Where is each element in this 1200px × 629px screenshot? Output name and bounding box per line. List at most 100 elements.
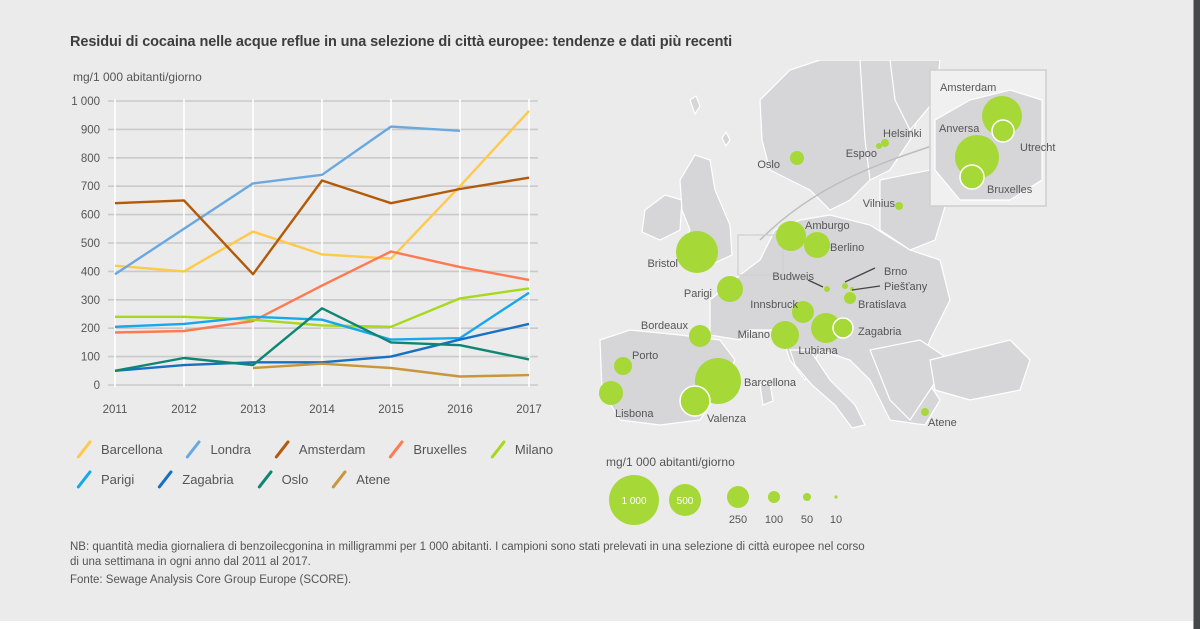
city-bubble xyxy=(790,151,804,165)
legend-item: Londra xyxy=(184,440,250,458)
city-label: Anversa xyxy=(939,123,980,135)
city-label: Valenza xyxy=(707,413,747,425)
y-tick-label: 600 xyxy=(81,210,100,222)
city-label: Bordeaux xyxy=(641,320,689,332)
size-legend-value: 250 xyxy=(729,514,747,526)
land-fragment xyxy=(721,130,731,148)
city-bubble xyxy=(842,283,848,289)
legend-swatch xyxy=(330,470,348,488)
legend-swatch xyxy=(75,470,93,488)
city-bubble xyxy=(614,357,632,375)
size-legend-bubble xyxy=(768,491,780,503)
city-bubble xyxy=(844,292,856,304)
size-legend-bubble xyxy=(803,493,811,501)
chart-title: Residui di cocaina nelle acque reflue in… xyxy=(70,34,733,50)
size-legend-bubble xyxy=(669,484,701,516)
size-legend-value: 500 xyxy=(677,496,694,507)
legend-label: Milano xyxy=(514,441,554,457)
land-italy xyxy=(789,349,866,429)
y-tick-label: 300 xyxy=(81,295,100,307)
city-bubble xyxy=(832,317,854,339)
legend-item: Barcellona xyxy=(75,440,162,458)
city-bubble xyxy=(876,143,882,149)
city-bubble xyxy=(717,276,743,302)
legend-swatch xyxy=(184,440,202,458)
legend-item: Bruxelles xyxy=(387,440,466,458)
inset-locator-box xyxy=(737,234,784,276)
inset-connector xyxy=(759,139,951,241)
y-tick-label: 400 xyxy=(81,266,100,278)
x-tick-label: 2016 xyxy=(447,404,473,416)
legend-label: Bruxelles xyxy=(413,441,467,457)
y-tick-label: 800 xyxy=(81,153,100,165)
land-turkey xyxy=(929,339,1031,401)
series-line-londra xyxy=(114,125,461,276)
legend-item: Parigi xyxy=(75,470,134,488)
leader-piestany xyxy=(851,285,881,291)
city-bubble xyxy=(776,221,806,251)
legend-swatch xyxy=(156,470,174,488)
city-bubble xyxy=(792,301,814,323)
city-label: Bratislava xyxy=(858,299,907,311)
note-text: NB: quantità media giornaliera di benzoi… xyxy=(70,541,865,568)
x-tick-label: 2017 xyxy=(516,404,542,416)
leader-brno xyxy=(844,267,876,283)
city-label: Brno xyxy=(884,266,907,278)
series-line-milano xyxy=(115,287,530,328)
chart-legend: Barcellona Londra Amsterdam Bruxelles Milano… xyxy=(75,434,575,494)
city-label: Milano xyxy=(738,329,770,341)
city-label: Zagabria xyxy=(858,326,902,338)
series-line-amsterdam xyxy=(114,176,530,276)
series-line-parigi xyxy=(114,291,530,341)
legend-swatch xyxy=(273,440,291,458)
city-label: Bruxelles xyxy=(987,184,1033,196)
size-legend-value: 10 xyxy=(830,514,842,526)
city-bubble xyxy=(824,286,830,292)
legend-item: Atene xyxy=(330,470,390,488)
city-bubble xyxy=(689,325,711,347)
legend-label: Zagabria xyxy=(182,471,234,487)
y-tick-label: 500 xyxy=(81,238,100,250)
window-edge xyxy=(1193,0,1200,629)
city-label: Barcellona xyxy=(744,377,797,389)
x-tick-label: 2012 xyxy=(171,404,197,416)
y-tick-label: 100 xyxy=(81,352,100,364)
size-legend-value: 50 xyxy=(801,514,813,526)
legend-item: Oslo xyxy=(256,470,309,488)
city-bubble xyxy=(921,408,929,416)
size-legend-bubble xyxy=(834,495,838,499)
city-label: Bristol xyxy=(647,258,678,270)
city-label: Budweis xyxy=(772,271,814,283)
land-sardinia xyxy=(759,382,774,406)
series-line-zagabria xyxy=(114,322,530,372)
x-tick-label: 2015 xyxy=(378,404,404,416)
line-chart: 0 100 200 300 400 500 600 700 800 900 1 000 2011 20… xyxy=(71,96,542,416)
y-tick-label: 900 xyxy=(81,124,100,136)
city-label: Piešťany xyxy=(884,281,928,293)
legend-item: Zagabria xyxy=(156,470,233,488)
x-tick-label: 2013 xyxy=(240,404,266,416)
city-label: Innsbruck xyxy=(750,299,798,311)
city-label: Lisbona xyxy=(615,408,654,420)
legend-label: Barcellona xyxy=(101,441,163,457)
land-finland xyxy=(889,60,941,132)
land-ireland xyxy=(641,194,683,241)
city-bubble xyxy=(881,139,889,147)
y-tick-label: 0 xyxy=(94,380,100,392)
city-label: Amburgo xyxy=(805,220,850,232)
city-bubble xyxy=(679,385,711,417)
city-bubble xyxy=(811,313,841,343)
city-bubble xyxy=(804,232,830,258)
city-bubble xyxy=(959,164,985,190)
series-line-oslo xyxy=(114,307,530,372)
europe-map: Oslo Helsinki Espoo Vilnius Amburgo Berlino Br… xyxy=(599,60,1055,429)
size-legend-bubble xyxy=(727,486,749,508)
city-label: Berlino xyxy=(830,242,864,254)
city-bubble xyxy=(771,321,799,349)
city-label: Parigi xyxy=(684,288,712,300)
size-legend-value: 1 000 xyxy=(621,496,646,507)
city-label: Oslo xyxy=(757,159,780,171)
city-bubble xyxy=(676,231,718,273)
figure-notes: NB: quantità media giornaliera di benzoi… xyxy=(70,540,870,588)
x-tick-label: 2011 xyxy=(103,404,128,416)
